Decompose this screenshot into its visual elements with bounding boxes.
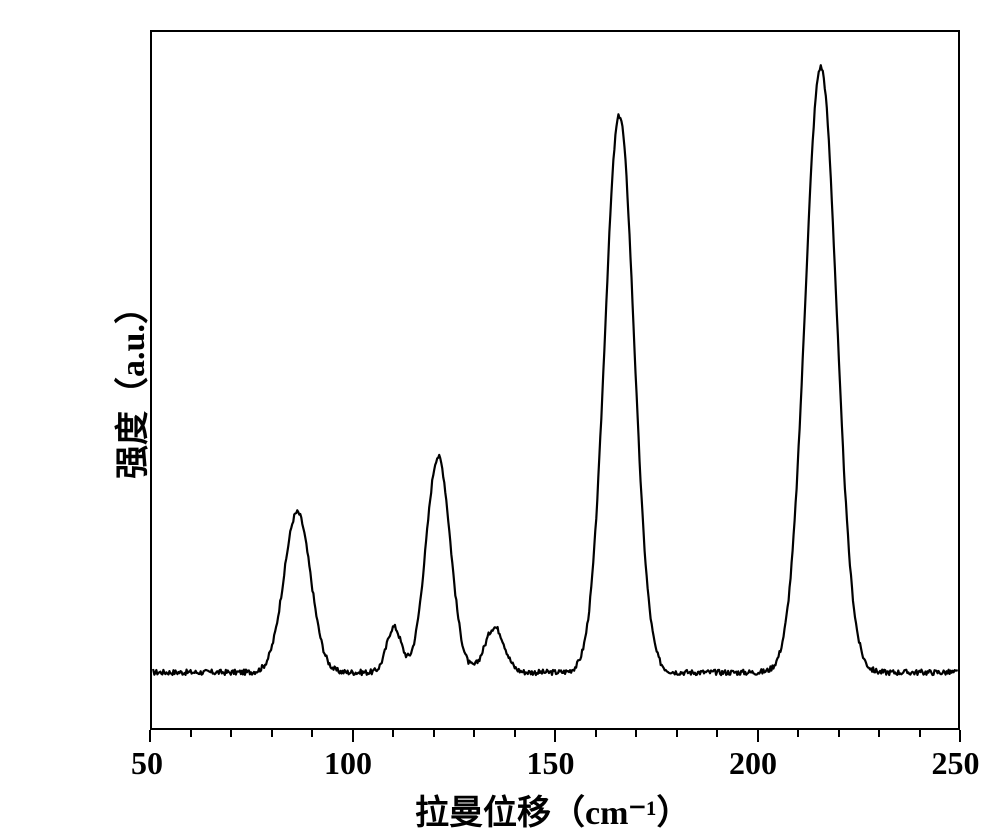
x-tick-major bbox=[757, 730, 759, 742]
x-tick-minor bbox=[271, 730, 273, 737]
y-axis-label: 强度（a.u.） bbox=[105, 290, 154, 479]
x-tick-label: 150 bbox=[527, 745, 575, 782]
x-tick-minor bbox=[473, 730, 475, 737]
x-tick-minor bbox=[595, 730, 597, 737]
x-tick-minor bbox=[230, 730, 232, 737]
x-tick-label: 50 bbox=[131, 745, 163, 782]
x-tick-label: 250 bbox=[932, 745, 980, 782]
x-tick-minor bbox=[919, 730, 921, 737]
x-tick-minor bbox=[635, 730, 637, 737]
spectrum-path bbox=[152, 65, 957, 675]
x-tick-label: 200 bbox=[729, 745, 777, 782]
x-tick-major bbox=[554, 730, 556, 742]
x-tick-label: 100 bbox=[324, 745, 372, 782]
x-tick-major bbox=[352, 730, 354, 742]
raman-chart: 强度（a.u.） 拉曼位移（cm⁻¹） 50 100 150 200 250 bbox=[0, 0, 1000, 840]
spectrum-line bbox=[152, 32, 958, 728]
x-tick-minor bbox=[838, 730, 840, 737]
plot-area bbox=[150, 30, 960, 730]
x-tick-major bbox=[959, 730, 961, 742]
x-tick-minor bbox=[716, 730, 718, 737]
x-tick-minor bbox=[514, 730, 516, 737]
x-tick-minor bbox=[392, 730, 394, 737]
x-tick-minor bbox=[190, 730, 192, 737]
x-tick-minor bbox=[311, 730, 313, 737]
x-tick-minor bbox=[797, 730, 799, 737]
x-tick-minor bbox=[676, 730, 678, 737]
x-tick-minor bbox=[433, 730, 435, 737]
x-axis-label: 拉曼位移（cm⁻¹） bbox=[415, 785, 691, 834]
x-tick-minor bbox=[878, 730, 880, 737]
x-tick-major bbox=[149, 730, 151, 742]
